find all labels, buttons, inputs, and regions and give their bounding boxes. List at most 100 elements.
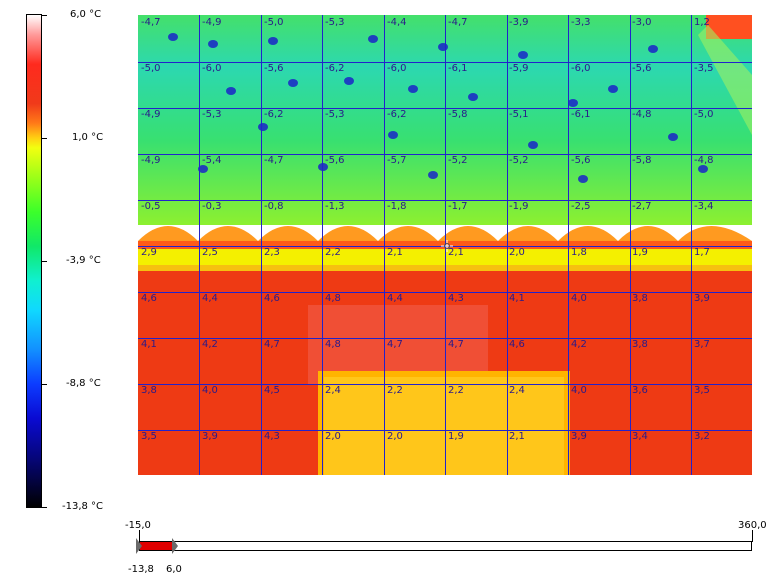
slider-low-handle[interactable] [136, 538, 142, 554]
cold-spot [438, 43, 448, 51]
temperature-cell: 3,8 [632, 339, 648, 350]
crosshair-icon[interactable] [441, 240, 453, 252]
temperature-cell: -1,3 [325, 201, 345, 212]
temperature-cell: 4,6 [264, 293, 280, 304]
temperature-cell: 2,1 [509, 431, 525, 442]
temperature-cell: 4,4 [387, 293, 403, 304]
grid-line [138, 338, 752, 339]
temperature-cell: 2,2 [387, 385, 403, 396]
cold-spot [518, 51, 528, 59]
temperature-cell: -2,5 [571, 201, 591, 212]
palette-min-label: -13,8 °C [62, 501, 104, 512]
temperature-cell: 2,3 [264, 247, 280, 258]
grid-line [261, 15, 262, 475]
grid-line [199, 15, 200, 475]
temperature-cell: -5,1 [509, 109, 529, 120]
temperature-cell: -6,1 [448, 63, 468, 74]
temperature-cell: 3,6 [632, 385, 648, 396]
temperature-cell: -1,9 [509, 201, 529, 212]
grid-line [445, 15, 446, 475]
temperature-cell: 4,8 [325, 293, 341, 304]
grid-line [507, 15, 508, 475]
temperature-cell: -6,2 [387, 109, 407, 120]
temperature-cell: -6,0 [571, 63, 591, 74]
cold-spot [408, 85, 418, 93]
temperature-cell: -1,7 [448, 201, 468, 212]
temperature-cell: -4,7 [448, 17, 468, 28]
temperature-cell: -4,9 [141, 109, 161, 120]
temperature-cell: 2,1 [387, 247, 403, 258]
thermal-image[interactable]: -4,7 -4,9 -5,0 -5,3 -4,4 -4,7 -3,9 -3,3 -3,0 1,2 -… [138, 15, 752, 475]
temperature-cell: 4,1 [509, 293, 525, 304]
grid-line [138, 108, 752, 109]
temperature-cell: -0,3 [202, 201, 222, 212]
temperature-cell: 4,3 [448, 293, 464, 304]
temperature-cell: -5,7 [387, 155, 407, 166]
cold-spot [648, 45, 658, 53]
temperature-cell: -6,0 [387, 63, 407, 74]
grid-line [322, 15, 323, 475]
temperature-cell: 4,5 [264, 385, 280, 396]
temperature-cell: -6,1 [571, 109, 591, 120]
palette-tick [42, 507, 47, 508]
cold-spot [288, 79, 298, 87]
range-max-label: 360,0 [738, 520, 767, 531]
temperature-range-selection[interactable] [139, 541, 175, 551]
temperature-range-slider[interactable] [139, 541, 752, 551]
temperature-cell: -5,2 [509, 155, 529, 166]
temperature-cell: -5,9 [509, 63, 529, 74]
temperature-cell: -6,2 [325, 63, 345, 74]
slider-high-handle[interactable] [172, 538, 178, 554]
temperature-cell: -6,2 [264, 109, 284, 120]
temperature-cell: 1,7 [694, 247, 710, 258]
cold-spot [258, 123, 268, 131]
cold-spot [468, 93, 478, 101]
grid-line [630, 15, 631, 475]
temperature-cell: 2,2 [448, 385, 464, 396]
temperature-cell: 3,9 [571, 431, 587, 442]
temperature-cell: 1,2 [694, 17, 710, 28]
temperature-cell: 2,4 [325, 385, 341, 396]
palette-tick [42, 138, 47, 139]
palette-mid2-label: -3,9 °C [66, 255, 101, 266]
temperature-cell: 4,2 [202, 339, 218, 350]
temperature-cell: 4,8 [325, 339, 341, 350]
cold-spot [344, 77, 354, 85]
temperature-cell: -5,2 [448, 155, 468, 166]
palette-tick [42, 261, 47, 262]
temperature-cell: 4,6 [509, 339, 525, 350]
temperature-cell: 3,5 [141, 431, 157, 442]
temperature-cell: -5,0 [264, 17, 284, 28]
cold-spot [198, 165, 208, 173]
cold-spot [698, 165, 708, 173]
temperature-cell: -4,7 [264, 155, 284, 166]
temperature-cell: 2,2 [325, 247, 341, 258]
temperature-cell: -4,4 [387, 17, 407, 28]
grid-line [138, 154, 752, 155]
slider-low-label: -13,8 [128, 564, 154, 575]
palette-mid1-label: 1,0 °C [72, 132, 104, 143]
grid-line [138, 62, 752, 63]
cold-spot [368, 35, 378, 43]
temperature-cell: 4,6 [141, 293, 157, 304]
cold-spot [226, 87, 236, 95]
cold-spot [568, 99, 578, 107]
temperature-cell: 4,7 [387, 339, 403, 350]
cold-spot [668, 133, 678, 141]
grid-line [691, 15, 692, 475]
cold-spot [268, 37, 278, 45]
temperature-cell: -3,4 [694, 201, 714, 212]
range-min-label: -15,0 [125, 520, 151, 531]
palette-tick [42, 15, 47, 16]
temperature-cell: 1,8 [571, 247, 587, 258]
temperature-cell: -5,3 [325, 17, 345, 28]
grid-line [138, 384, 752, 385]
temperature-cell: -3,9 [509, 17, 529, 28]
temperature-cell: 2,0 [325, 431, 341, 442]
cold-spot [528, 141, 538, 149]
temperature-cell: -6,0 [202, 63, 222, 74]
temperature-cell: 4,7 [448, 339, 464, 350]
temperature-cell: 2,1 [448, 247, 464, 258]
temperature-cell: -3,5 [694, 63, 714, 74]
temperature-cell: 3,8 [632, 293, 648, 304]
